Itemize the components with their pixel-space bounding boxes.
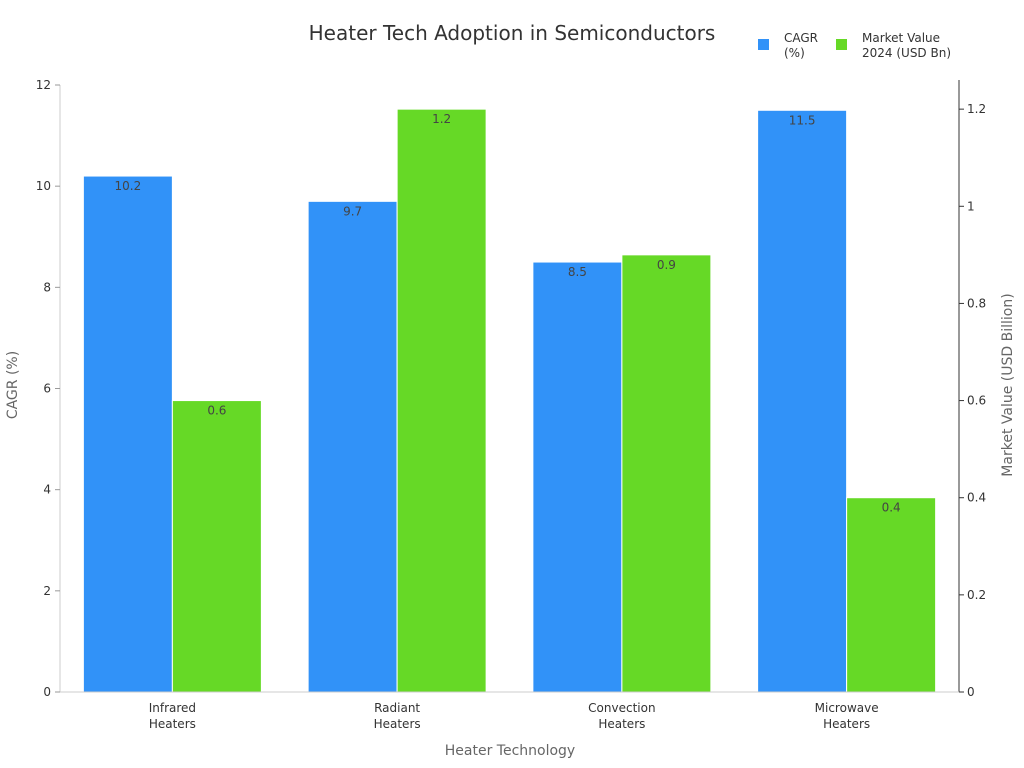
data-label-market-value-0: 0.6 xyxy=(207,404,226,418)
y-axis-title: CAGR (%) xyxy=(5,351,21,419)
bar-cagr-2 xyxy=(532,261,623,693)
bar-market-value-1 xyxy=(396,108,487,693)
right-tick-label-5: 1 xyxy=(967,199,975,213)
legend-label-cagr-line-2: (%) xyxy=(784,46,805,60)
right-tick-label-2: 0.4 xyxy=(967,491,986,505)
legend-label-cagr-line-1: CAGR xyxy=(784,31,818,45)
left-tick-label-1: 2 xyxy=(43,584,51,598)
x-tick-label-0-line-0: Infrared xyxy=(149,701,196,715)
x-tick-label-2: Convection Heaters xyxy=(588,701,655,731)
data-label-cagr-0: 10.2 xyxy=(115,179,142,193)
x-tick-label-3-line-1: Heaters xyxy=(823,717,870,731)
right-axis: 0 0.2 0.4 0.6 0.8 1 1.2 xyxy=(958,80,986,699)
x-axis-ticks: Infrared Heaters Radiant Heaters Convection H… xyxy=(149,701,879,731)
y2-axis-title: Market Value (USD Billion) xyxy=(1000,293,1016,476)
bar-cagr-1 xyxy=(307,200,398,693)
right-tick-label-1: 0.2 xyxy=(967,588,986,602)
data-label-market-value-1: 1.2 xyxy=(432,112,451,126)
left-axis: 0 2 4 6 8 10 12 xyxy=(36,78,61,699)
legend: CAGR (%) Market Value 2024 (USD Bn) xyxy=(758,31,951,60)
data-label-cagr-2: 8.5 xyxy=(568,265,587,279)
bar-market-value-0 xyxy=(171,400,262,693)
left-tick-label-2: 4 xyxy=(43,483,51,497)
legend-label-market-value-line-1: Market Value xyxy=(862,31,940,45)
x-tick-label-3: Microwave Heaters xyxy=(815,701,879,731)
x-tick-label-1-line-0: Radiant xyxy=(374,701,420,715)
legend-label-market-value-line-2: 2024 (USD Bn) xyxy=(862,46,951,60)
x-tick-label-2-line-1: Heaters xyxy=(598,717,645,731)
left-tick-label-4: 8 xyxy=(43,280,51,294)
bars xyxy=(82,108,937,693)
right-tick-label-6: 1.2 xyxy=(967,102,986,116)
legend-swatch-cagr xyxy=(758,39,769,50)
data-label-cagr-3: 11.5 xyxy=(789,113,816,127)
bar-market-value-2 xyxy=(621,254,712,693)
data-label-market-value-2: 0.9 xyxy=(657,258,676,272)
bar-cagr-0 xyxy=(82,175,173,693)
left-tick-label-3: 6 xyxy=(43,382,51,396)
bar-market-value-3 xyxy=(846,497,937,693)
x-tick-label-2-line-0: Convection xyxy=(588,701,655,715)
x-tick-label-3-line-0: Microwave xyxy=(815,701,879,715)
left-axis-ticks: 0 2 4 6 8 10 12 xyxy=(36,78,60,699)
right-axis-ticks: 0 0.2 0.4 0.6 0.8 1 1.2 xyxy=(959,102,986,699)
legend-swatch-market-value xyxy=(836,39,847,50)
right-tick-label-3: 0.6 xyxy=(967,394,986,408)
x-axis-title: Heater Technology xyxy=(445,743,575,759)
legend-label-cagr: CAGR (%) xyxy=(784,31,822,60)
chart-title: Heater Tech Adoption in Semiconductors xyxy=(309,21,716,45)
x-tick-label-0: Infrared Heaters xyxy=(149,701,196,731)
x-tick-label-1: Radiant Heaters xyxy=(374,701,421,731)
legend-label-market-value: Market Value 2024 (USD Bn) xyxy=(862,31,951,60)
data-label-market-value-3: 0.4 xyxy=(882,501,901,515)
left-tick-label-6: 12 xyxy=(36,78,51,92)
bar-labels: 10.2 0.6 9.7 1.2 8.5 0.9 11.5 0.4 xyxy=(115,112,901,515)
right-tick-label-4: 0.8 xyxy=(967,296,986,310)
data-label-cagr-1: 9.7 xyxy=(343,204,362,218)
left-tick-label-5: 10 xyxy=(36,179,51,193)
right-tick-label-0: 0 xyxy=(967,685,975,699)
bar-cagr-3 xyxy=(757,109,848,693)
left-tick-label-0: 0 xyxy=(43,685,51,699)
x-tick-label-0-line-1: Heaters xyxy=(149,717,196,731)
x-tick-label-1-line-1: Heaters xyxy=(374,717,421,731)
